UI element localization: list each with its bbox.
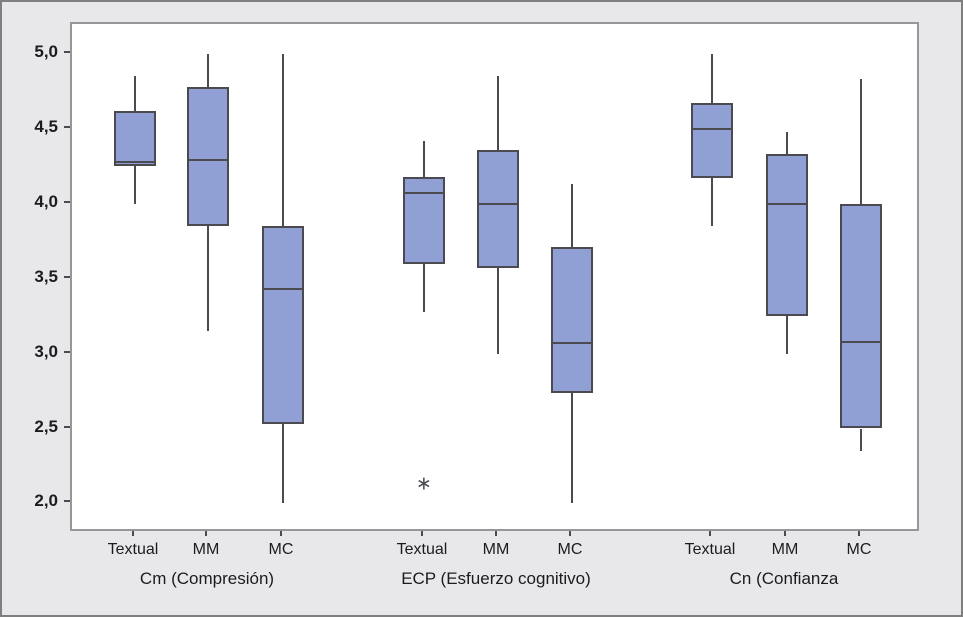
category-label: MM (192, 541, 220, 558)
lower-whisker (786, 316, 788, 354)
group-label: ECP (Esfuerzo cognitivo) (401, 569, 591, 588)
lower-whisker (207, 226, 209, 332)
group-label: Cm (Compresión) (139, 569, 275, 588)
x-tick-mark (280, 531, 282, 536)
upper-whisker (134, 76, 136, 111)
y-tick-mark (64, 200, 70, 203)
group-label: Cn (Confianza (729, 569, 839, 588)
x-tick-mark (569, 531, 571, 536)
median-line (766, 202, 808, 205)
median-line (262, 288, 304, 291)
median-line (114, 160, 156, 163)
y-tick-label: 3,0 (34, 341, 58, 361)
y-tick-mark (64, 425, 70, 428)
x-tick-mark (709, 531, 711, 536)
median-line (187, 159, 229, 162)
y-tick-label: 4,0 (34, 191, 58, 211)
category-label: MC (557, 541, 583, 558)
upper-whisker (786, 131, 788, 155)
iqr-box (114, 110, 156, 167)
category-label: MC (268, 541, 294, 558)
x-tick-mark (858, 531, 860, 536)
y-tick-label: 4,5 (34, 116, 58, 136)
iqr-box (262, 226, 304, 424)
lower-whisker (711, 178, 713, 227)
category-label: MM (482, 541, 510, 558)
y-tick-label: 5,0 (34, 42, 58, 61)
category-label: Textual (684, 541, 736, 558)
lower-whisker (860, 428, 862, 451)
lower-whisker (423, 263, 425, 312)
iqr-box (187, 86, 229, 227)
x-tick-mark (421, 531, 423, 536)
x-tick-mark (132, 531, 134, 536)
lower-whisker (571, 392, 573, 504)
lower-whisker (497, 268, 499, 354)
median-line (477, 202, 519, 205)
iqr-box (403, 176, 445, 264)
upper-whisker (571, 184, 573, 248)
iqr-box (477, 149, 519, 269)
lower-whisker (134, 166, 136, 204)
category-label: MC (846, 541, 872, 558)
y-tick-mark (64, 350, 70, 353)
iqr-box (766, 154, 808, 317)
y-tick-label: 2,5 (34, 416, 58, 436)
median-line (840, 340, 882, 343)
upper-whisker (497, 76, 499, 150)
outlier-marker: ∗ (416, 472, 432, 495)
upper-whisker (423, 140, 425, 177)
y-tick-label: 3,5 (34, 266, 58, 286)
upper-whisker (207, 54, 209, 87)
x-tick-mark (205, 531, 207, 536)
upper-whisker (282, 54, 284, 227)
plot-area: ∗ (70, 22, 919, 531)
y-tick-mark (64, 275, 70, 278)
x-tick-mark (495, 531, 497, 536)
x-tick-mark (784, 531, 786, 536)
y-tick-mark (64, 500, 70, 503)
iqr-box (551, 247, 593, 393)
upper-whisker (711, 54, 713, 104)
y-tick-label: 2,0 (34, 491, 58, 511)
category-label: MM (771, 541, 799, 558)
median-line (403, 192, 445, 195)
upper-whisker (860, 79, 862, 204)
category-label: Textual (107, 541, 159, 558)
lower-whisker (282, 424, 284, 504)
y-tick-mark (64, 51, 70, 53)
iqr-box (691, 103, 733, 179)
category-label: Textual (396, 541, 448, 558)
iqr-box (840, 203, 882, 429)
median-line (691, 127, 733, 130)
median-line (551, 342, 593, 345)
y-tick-mark (64, 125, 70, 128)
